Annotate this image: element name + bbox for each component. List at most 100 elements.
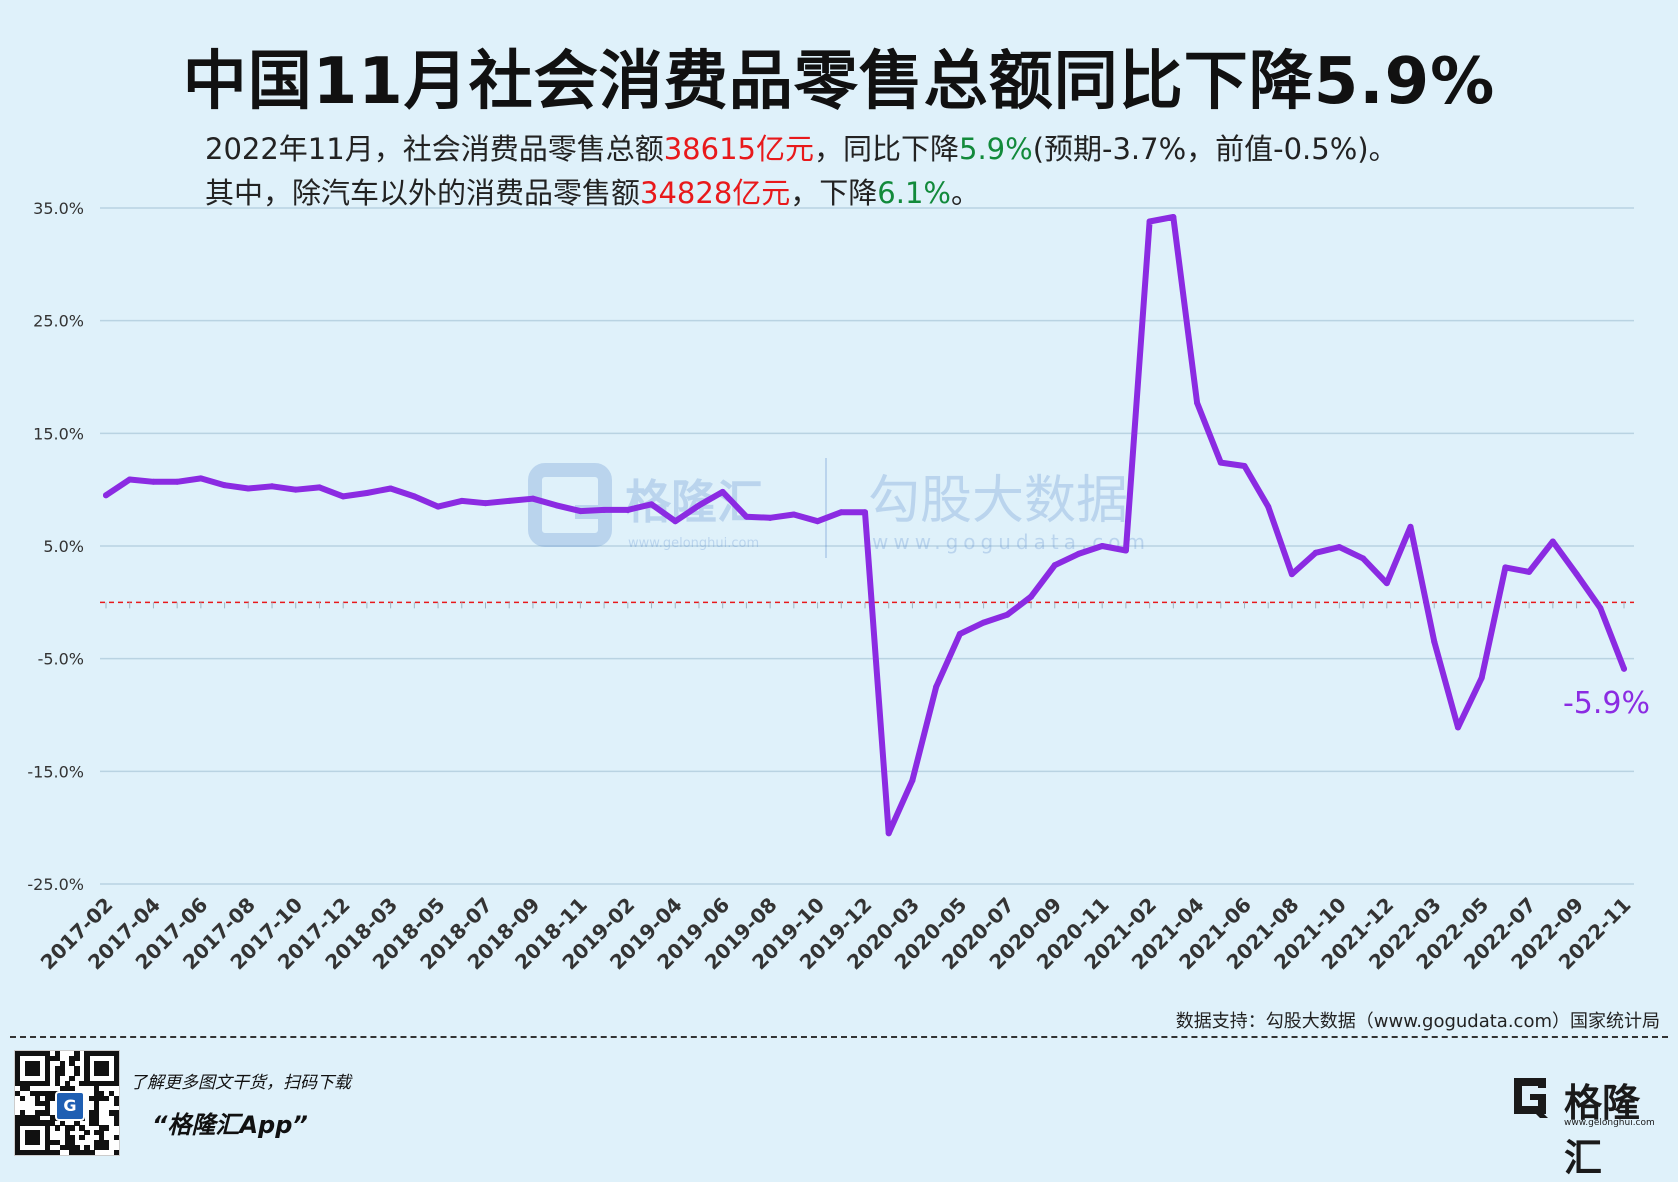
data-point [790,511,797,518]
qr-module [24,1085,31,1091]
qr-module [74,1065,80,1072]
qr-module [99,1095,105,1101]
subtitle-line-2: 其中，除汽车以外的消费品零售额34828亿元，下降6.1%。 [205,170,980,212]
qr-module [89,1110,95,1116]
qr-module [29,1115,36,1121]
qr-module [84,1051,90,1057]
qr-module [64,1085,70,1091]
data-point [1051,562,1058,569]
qr-module [104,1080,110,1086]
qr-module [44,1125,50,1131]
data-point [1383,580,1390,587]
data-point [435,503,442,510]
x-axis: 2017-022017-042017-062017-082017-102017-… [36,893,1636,975]
qr-module [89,1051,95,1057]
qr-module [104,1125,110,1131]
qr-module [44,1070,50,1077]
qr-module [64,1135,70,1141]
qr-module [15,1145,21,1151]
qr-module [109,1110,115,1116]
qr-module [74,1120,80,1126]
qr-module [99,1070,105,1077]
y-tick-label: 35.0% [33,199,84,218]
qr-module [54,1140,60,1146]
qr-module [89,1115,95,1121]
qr-module [34,1090,41,1096]
qr-module [94,1090,100,1096]
subtitle-text: 2022年11月，社会消费品零售总额 [205,132,664,166]
qr-module [44,1150,50,1156]
qr-module [15,1065,21,1072]
qr-module [74,1150,80,1156]
qr-module [24,1115,31,1121]
qr-module [89,1080,95,1086]
data-point [1288,571,1295,578]
data-point [1431,638,1438,645]
qr-module [54,1070,60,1077]
series: -5.9% [103,214,1650,837]
qr-module [44,1135,50,1141]
data-point [506,497,513,504]
data-point [933,683,940,690]
qr-module [39,1090,45,1096]
watermark-brand: 格隆汇 [625,475,763,529]
qr-module [74,1070,80,1077]
qr-module [34,1100,41,1106]
watermark-url: www.gogudata.com [872,530,1150,554]
qr-module [15,1150,21,1156]
qr-module [34,1140,41,1146]
qr-module [104,1140,110,1146]
qr-code[interactable]: G [14,1050,120,1156]
data-point [1194,399,1201,406]
brand-logo: 格隆汇 www.gelonghui.com [1508,1072,1668,1180]
qr-module [44,1110,50,1116]
data-point [126,476,133,483]
data-point [245,485,252,492]
qr-module [49,1055,55,1062]
qr-module [39,1100,45,1106]
data-point [956,630,963,637]
qr-module [29,1150,36,1156]
qr-module [59,1145,65,1151]
qr-module [24,1150,31,1156]
qr-module [74,1051,80,1057]
qr-module [84,1130,90,1136]
qr-module [69,1150,75,1156]
qr-module [94,1120,100,1126]
yoy-decline-value: 5.9% [959,132,1033,166]
qr-module [84,1150,90,1156]
qr-module [99,1125,105,1131]
qr-module [29,1120,36,1126]
qr-module [19,1120,26,1126]
qr-module [29,1130,36,1136]
qr-module [109,1080,115,1086]
data-point [1621,665,1627,672]
qr-module [114,1080,120,1086]
data-point [1407,523,1414,530]
qr-module [29,1090,36,1096]
qr-module [49,1150,55,1156]
qr-module [114,1051,120,1057]
qr-module [99,1140,105,1146]
data-point [909,777,916,784]
watermark-brand: 勾股大数据 [868,471,1128,531]
y-tick-label: 25.0% [33,312,84,331]
qr-module [24,1120,31,1126]
ex-auto-decline-value: 6.1% [877,176,951,210]
qr-module [59,1060,65,1067]
qr-module [104,1145,110,1151]
qr-module [94,1080,100,1086]
qr-module [69,1060,75,1067]
qr-module [99,1130,105,1136]
qr-module [109,1090,115,1096]
data-point [1336,544,1343,551]
qr-module [74,1055,80,1062]
data-point [1241,463,1248,470]
qr-module [89,1120,95,1126]
data-point [601,506,608,513]
watermark-url: www.gelonghui.com [628,536,759,551]
qr-module [44,1145,50,1151]
qr-module [104,1070,110,1077]
data-point [340,493,347,500]
qr-module [44,1080,50,1086]
